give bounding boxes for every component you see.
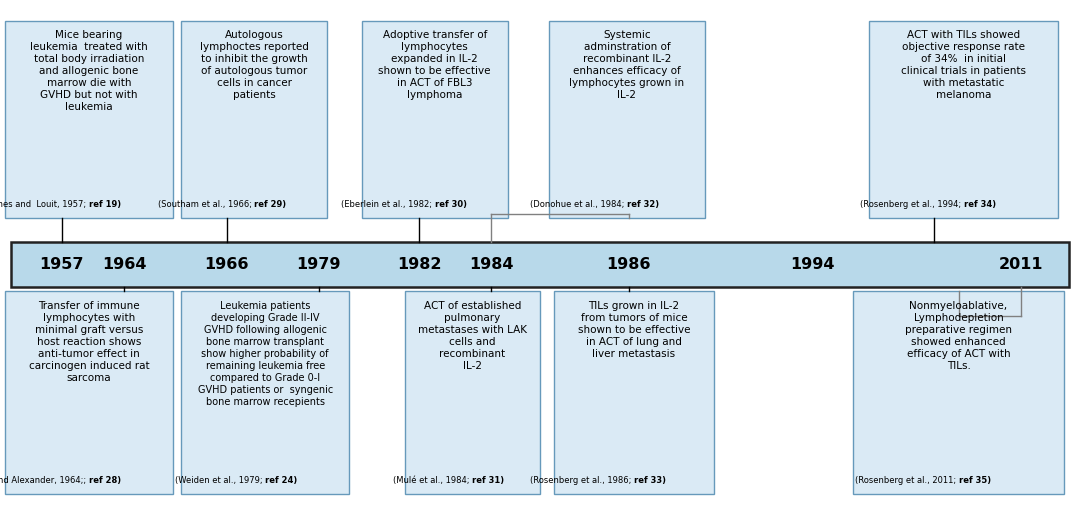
Text: 2011: 2011: [998, 257, 1043, 272]
Text: 1964: 1964: [102, 257, 147, 272]
Text: ref 35): ref 35): [959, 476, 990, 485]
FancyBboxPatch shape: [5, 21, 173, 218]
Text: 1984: 1984: [469, 257, 514, 272]
Text: ref 24): ref 24): [266, 476, 297, 485]
Text: ref 29): ref 29): [255, 200, 286, 209]
Text: 1957: 1957: [39, 257, 84, 272]
Text: ref 34): ref 34): [964, 200, 996, 209]
FancyBboxPatch shape: [853, 291, 1064, 494]
Text: (Eberlein et al., 1982;: (Eberlein et al., 1982;: [341, 200, 435, 209]
FancyBboxPatch shape: [181, 291, 349, 494]
Text: (Rosenberg et al., 1994;: (Rosenberg et al., 1994;: [860, 200, 964, 209]
Text: (Rosenberg et al., 1986;: (Rosenberg et al., 1986;: [530, 476, 634, 485]
FancyBboxPatch shape: [181, 21, 327, 218]
Text: Leukemia patients
developing Grade II-IV
GVHD following allogenic
bone marrow tr: Leukemia patients developing Grade II-IV…: [198, 301, 333, 407]
FancyBboxPatch shape: [405, 291, 540, 494]
Text: 1982: 1982: [396, 257, 442, 272]
FancyBboxPatch shape: [549, 21, 705, 218]
Text: Systemic
adminstration of
recombinant IL-2
enhances efficacy of
lymphocytes grow: Systemic adminstration of recombinant IL…: [569, 30, 685, 100]
FancyBboxPatch shape: [11, 242, 1069, 287]
Text: (Delrome and Alexander, 1964;;: (Delrome and Alexander, 1964;;: [0, 476, 90, 485]
Text: TILs grown in IL-2
from tumors of mice
shown to be effective
in ACT of lung and
: TILs grown in IL-2 from tumors of mice s…: [578, 301, 690, 359]
Text: Autologous
lymphoctes reported
to inhibit the growth
of autologous tumor
cells i: Autologous lymphoctes reported to inhibi…: [200, 30, 309, 100]
Text: ref 19): ref 19): [90, 200, 121, 209]
Text: Nonmyeloablative,
Lymphodepletion
preparative regimen
showed enhanced
efficacy o: Nonmyeloablative, Lymphodepletion prepar…: [905, 301, 1012, 371]
Text: 1994: 1994: [789, 257, 835, 272]
FancyBboxPatch shape: [5, 291, 173, 494]
Text: (Donohue et al., 1984;: (Donohue et al., 1984;: [530, 200, 627, 209]
Text: 1986: 1986: [606, 257, 651, 272]
Text: 1979: 1979: [296, 257, 341, 272]
Text: (Mulé et al., 1984;: (Mulé et al., 1984;: [393, 476, 473, 485]
Text: (Rosenberg et al., 2011;: (Rosenberg et al., 2011;: [854, 476, 959, 485]
FancyBboxPatch shape: [869, 21, 1058, 218]
Text: ref 30): ref 30): [435, 200, 467, 209]
Text: ref 31): ref 31): [473, 476, 504, 485]
Text: ACT of established
pulmonary
metastases with LAK
cells and
recombinant
IL-2: ACT of established pulmonary metastases …: [418, 301, 527, 371]
Text: Mice bearing
leukemia  treated with
total body irradiation
and allogenic bone
ma: Mice bearing leukemia treated with total…: [30, 30, 148, 112]
Text: ACT with TILs showed
objective response rate
of 34%  in initial
clinical trials : ACT with TILs showed objective response …: [902, 30, 1026, 100]
Text: (Barnes and  Louit, 1957;: (Barnes and Louit, 1957;: [0, 200, 90, 209]
Text: ref 33): ref 33): [634, 476, 666, 485]
Text: ref 32): ref 32): [627, 200, 659, 209]
FancyBboxPatch shape: [362, 21, 508, 218]
Text: (Weiden et al., 1979;: (Weiden et al., 1979;: [175, 476, 266, 485]
Text: (Southam et al., 1966;: (Southam et al., 1966;: [158, 200, 255, 209]
Text: 1966: 1966: [204, 257, 249, 272]
FancyBboxPatch shape: [554, 291, 714, 494]
Text: ref 28): ref 28): [90, 476, 121, 485]
Text: Adoptive transfer of
lymphocytes
expanded in IL-2
shown to be effective
in ACT o: Adoptive transfer of lymphocytes expande…: [378, 30, 491, 100]
Text: Transfer of immune
lymphocytes with
minimal graft versus
host reaction shows
ant: Transfer of immune lymphocytes with mini…: [29, 301, 149, 383]
